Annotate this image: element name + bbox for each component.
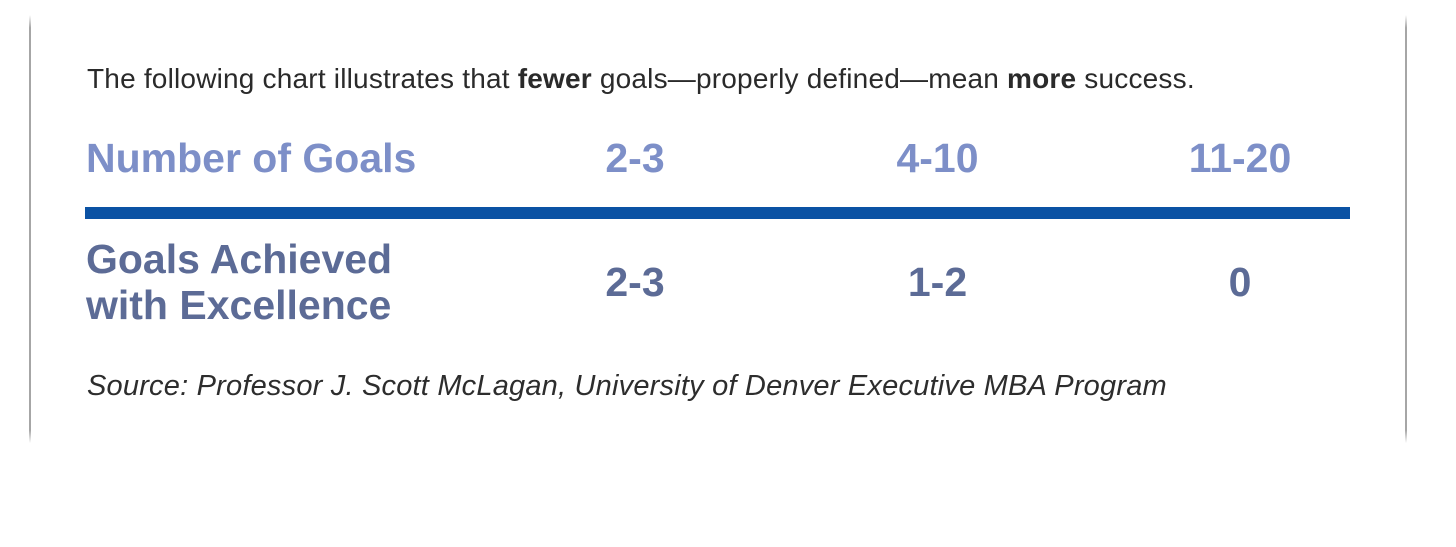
data-cell-1-2: 1-2 (907, 258, 968, 305)
intro-text: goals—properly defined—mean (591, 63, 1008, 94)
source-line: Source: Professor J. Scott McLagan, Univ… (87, 370, 1167, 402)
table-header-row: Number of Goals 2-3 4-10 11-20 (86, 129, 1375, 187)
data-cell-2-3: 2-3 (605, 258, 665, 305)
row-label-line1: Goals Achieved (86, 236, 393, 282)
data-cell-0: 0 (1228, 258, 1252, 305)
table-divider-rule (85, 207, 1350, 219)
intro-text: success. (1076, 63, 1195, 94)
row-label-goals-achieved: Goals Achieved with Excellence (86, 236, 500, 328)
page-edge-right (1405, 15, 1407, 443)
intro-bold-more: more (1007, 63, 1077, 94)
intro-bold-fewer: fewer (517, 63, 592, 94)
header-cell-4-10: 4-10 (896, 134, 979, 181)
header-cell-11-20: 11-20 (1188, 134, 1292, 181)
table-data-row: Goals Achieved with Excellence 2-3 1-2 0 (86, 234, 1375, 330)
page-edge-left (29, 15, 31, 443)
row-label-line2: with Excellence (86, 282, 392, 328)
intro-sentence: The following chart illustrates that few… (87, 62, 1195, 96)
header-label-number-of-goals: Number of Goals (86, 134, 417, 181)
intro-text: The following chart illustrates that (87, 63, 518, 94)
header-cell-2-3: 2-3 (605, 134, 665, 181)
